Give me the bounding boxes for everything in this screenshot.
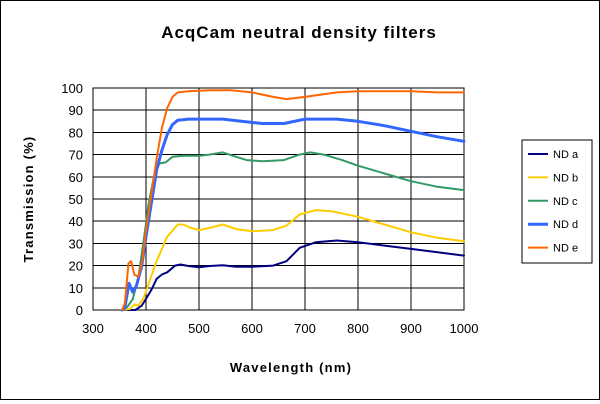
y-tick-label: 50 bbox=[69, 192, 83, 207]
legend-label: ND b bbox=[553, 172, 578, 184]
y-tick-label: 10 bbox=[69, 281, 83, 296]
legend-label: ND d bbox=[553, 219, 578, 231]
y-tick-label: 70 bbox=[69, 148, 83, 163]
y-tick-label: 80 bbox=[69, 125, 83, 140]
y-tick-label: 100 bbox=[61, 81, 83, 96]
x-tick-label: 900 bbox=[400, 321, 422, 336]
y-tick-label: 30 bbox=[69, 236, 83, 251]
y-tick-label: 60 bbox=[69, 170, 83, 185]
plot-border bbox=[92, 87, 465, 311]
x-tick-label: 300 bbox=[82, 321, 104, 336]
legend-label: ND e bbox=[553, 243, 578, 255]
x-tick-label: 700 bbox=[294, 321, 316, 336]
series-line-nd-e bbox=[121, 89, 465, 311]
x-tick-label: 600 bbox=[241, 321, 263, 336]
legend-label: ND c bbox=[553, 196, 578, 208]
y-tick-label: 40 bbox=[69, 214, 83, 229]
x-tick-label: 1000 bbox=[450, 321, 479, 336]
x-tick-label: 400 bbox=[135, 321, 157, 336]
x-axis-label: Wavelength (nm) bbox=[230, 360, 352, 375]
y-tick-label: 0 bbox=[76, 303, 83, 318]
y-axis-label: Transmission (%) bbox=[21, 136, 36, 263]
y-tick-label: 90 bbox=[69, 103, 83, 118]
x-tick-label: 500 bbox=[188, 321, 210, 336]
x-tick-labels: 300 400 500 600 700 800 900 1000 bbox=[82, 321, 478, 336]
legend-label: ND a bbox=[553, 149, 579, 161]
series-line-nd-d bbox=[120, 117, 466, 312]
series-lines bbox=[120, 89, 466, 312]
series-line-nd-a bbox=[121, 239, 465, 311]
legend: ND a ND b ND c ND d ND e bbox=[521, 139, 593, 264]
x-tick-label: 800 bbox=[347, 321, 369, 336]
chart-title: AcqCam neutral density filters bbox=[161, 23, 437, 42]
y-tick-labels: 0 10 20 30 40 50 60 70 80 90 100 bbox=[61, 81, 83, 318]
series-line-nd-b bbox=[121, 209, 465, 311]
y-tick-label: 20 bbox=[69, 259, 83, 274]
